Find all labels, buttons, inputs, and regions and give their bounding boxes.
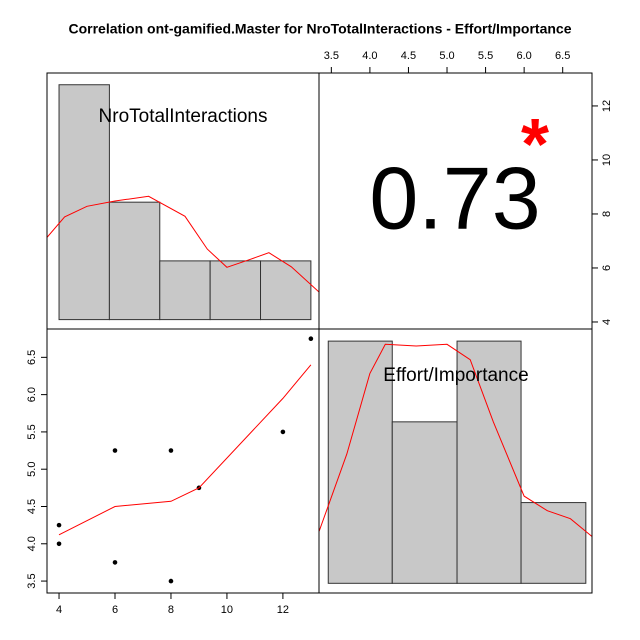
- panel-frame: [46, 328, 320, 594]
- significance-stars: *: [521, 105, 549, 185]
- tick-label: 10: [601, 154, 613, 166]
- histogram-bar: [108, 201, 161, 321]
- tick-label: 6.5: [555, 50, 570, 62]
- scatter-point: [280, 429, 286, 435]
- scatter-point: [112, 560, 118, 565]
- tick-label: 12: [601, 100, 613, 112]
- chart-title: Correlation ont-gamified.Master for NroT…: [68, 21, 571, 37]
- histogram-bar: [58, 84, 110, 321]
- histogram-bar: [159, 260, 211, 321]
- variable-label: Effort/Importance: [383, 365, 528, 386]
- tick-label: 3.5: [26, 573, 38, 588]
- histogram-bar: [520, 502, 587, 584]
- tick-label: 12: [277, 604, 289, 616]
- histogram-bar: [209, 260, 262, 321]
- smooth-line: [58, 364, 312, 536]
- tick-label: 6.5: [26, 350, 38, 365]
- tick-label: 5.5: [478, 50, 493, 62]
- tick-label: 3.5: [324, 50, 339, 62]
- tick-label: 5.5: [26, 424, 38, 439]
- density-line: [319, 343, 592, 537]
- scatter-point: [112, 448, 118, 453]
- histogram-bar: [391, 421, 458, 584]
- tick-label: 4.0: [26, 536, 38, 551]
- scatter-point: [308, 336, 314, 341]
- scatter-point: [168, 448, 174, 453]
- panel-frame: [318, 328, 593, 594]
- tick-label: 6: [601, 265, 613, 271]
- tick-label: 8: [601, 211, 613, 217]
- tick-label: 4: [56, 604, 62, 616]
- tick-label: 8: [168, 604, 174, 616]
- scatter-point: [168, 578, 174, 584]
- tick-label: 5.0: [26, 462, 38, 477]
- scatter-point: [56, 541, 62, 547]
- tick-label: 4: [601, 319, 613, 325]
- tick-label: 4.5: [26, 499, 38, 514]
- tick-label: 6.0: [516, 50, 531, 62]
- tick-label: 6.0: [26, 387, 38, 402]
- tick-label: 4.0: [362, 50, 377, 62]
- tick-label: 4.5: [401, 50, 416, 62]
- tick-label: 6: [112, 604, 118, 616]
- tick-label: 10: [221, 604, 233, 616]
- correlation-value: 0.73: [369, 148, 540, 247]
- density-line: [47, 195, 319, 293]
- tick-label: 5.0: [439, 50, 454, 62]
- variable-label: NroTotalInteractions: [99, 106, 268, 127]
- scatter-point: [56, 522, 62, 528]
- histogram-bar: [260, 260, 312, 321]
- histogram-bar: [327, 340, 393, 584]
